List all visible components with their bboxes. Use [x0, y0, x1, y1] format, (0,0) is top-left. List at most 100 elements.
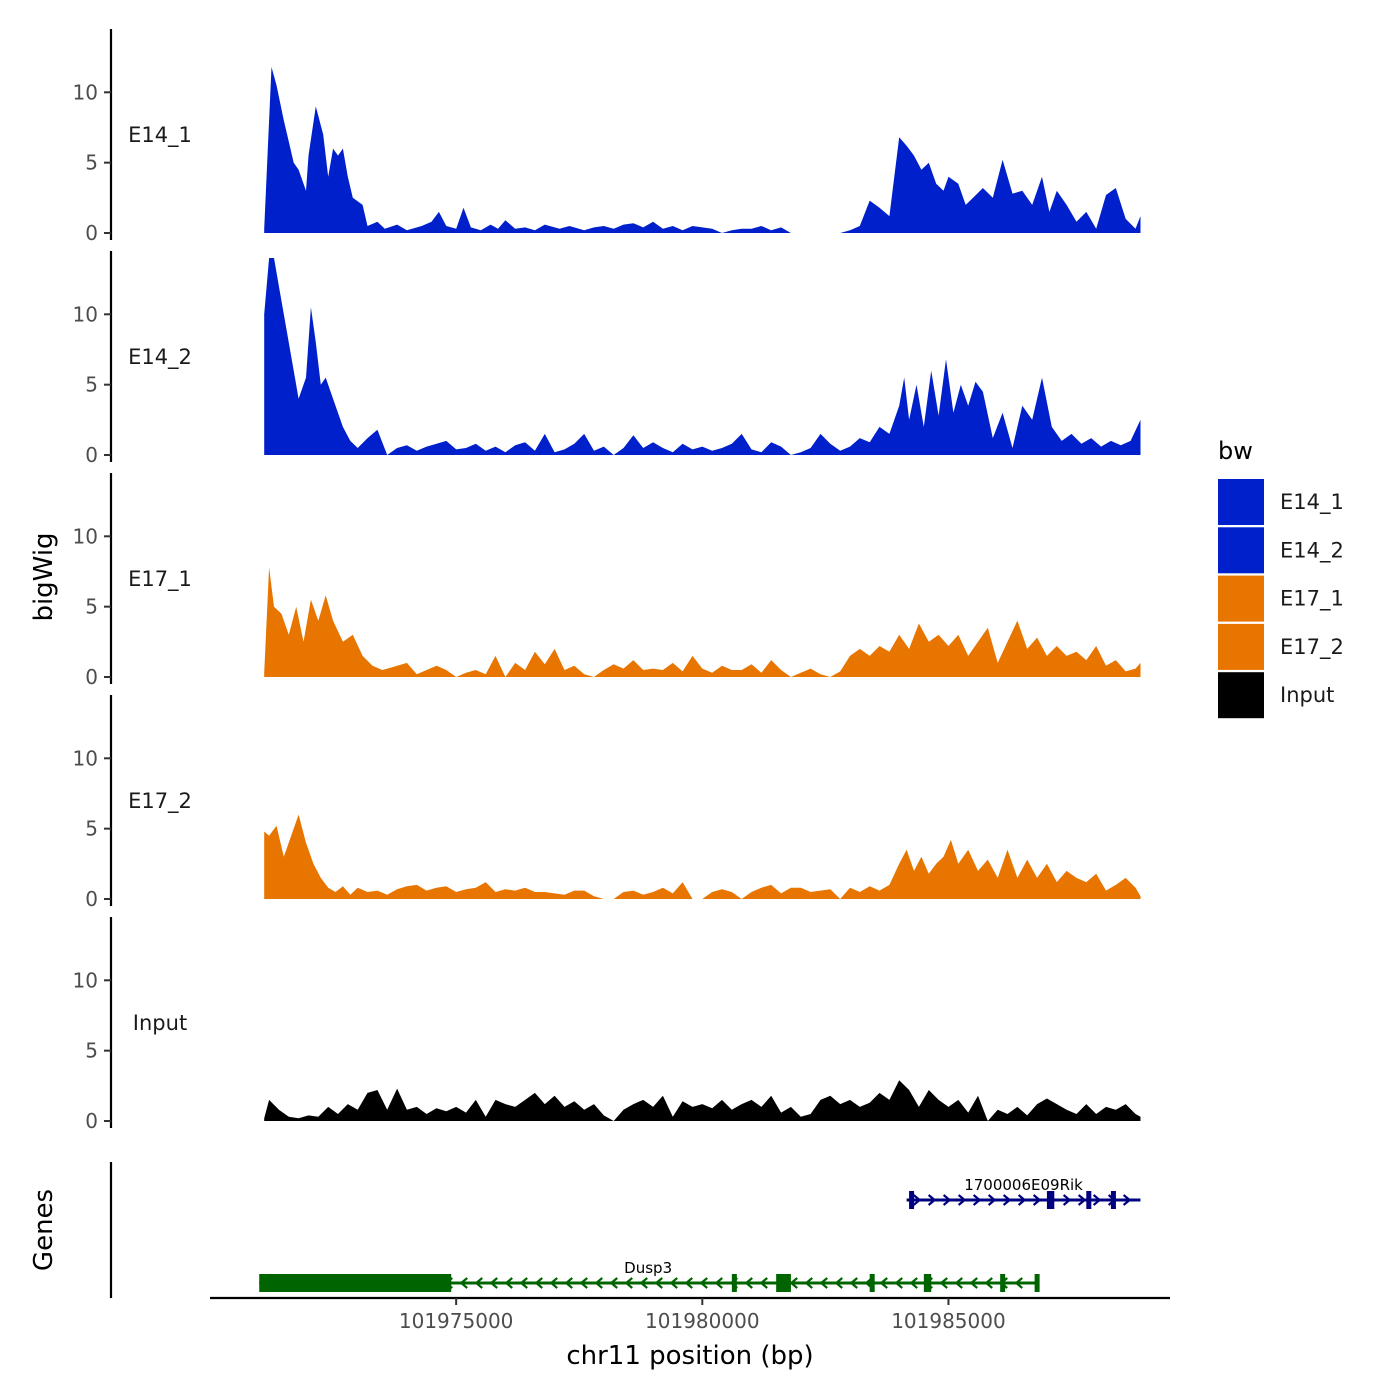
gene-exon [1110, 1191, 1116, 1209]
strand-arrow [579, 1277, 588, 1289]
strand-arrow [804, 1277, 813, 1289]
x-tick-label: 101980000 [645, 1309, 760, 1333]
legend-label: E17_2 [1280, 635, 1344, 660]
track-label: E14_2 [128, 345, 192, 370]
gene-exon [923, 1274, 932, 1292]
y-tick-label: 0 [85, 1109, 98, 1133]
y-tick-label: 10 [73, 746, 98, 770]
strand-arrow [1062, 1194, 1072, 1206]
legend-title: bw [1218, 437, 1253, 465]
genes-axis-title: Genes [29, 1189, 59, 1271]
strand-arrow [1002, 1194, 1012, 1206]
strand-arrow [504, 1277, 513, 1289]
y-tick-label: 0 [85, 665, 98, 689]
track-label: E17_1 [128, 567, 192, 592]
y-tick-label: 10 [73, 524, 98, 548]
strand-arrow [624, 1277, 633, 1289]
strand-arrow [1092, 1194, 1102, 1206]
strand-arrow [594, 1277, 603, 1289]
gene-exon [869, 1274, 875, 1292]
strand-arrow [942, 1194, 952, 1206]
y-axis-title: bigWig [29, 532, 59, 621]
strand-arrow [849, 1277, 858, 1289]
strand-arrow [744, 1277, 753, 1289]
gene-exon [1000, 1274, 1006, 1292]
strand-arrow [954, 1277, 963, 1289]
y-tick-label: 5 [85, 595, 98, 619]
gene-dusp3: Dusp3 [259, 1259, 1040, 1292]
strand-arrow [1014, 1277, 1023, 1289]
strand-arrow [1077, 1194, 1087, 1206]
gene-track: 1700006E09Rik Dusp3 [109, 1162, 1141, 1298]
strand-arrow [459, 1277, 468, 1289]
strand-arrow [927, 1194, 937, 1206]
strand-arrow [609, 1277, 618, 1289]
legend: bw E14_1 E14_2 E17_1 E17_2 Input [1218, 437, 1344, 719]
strand-arrow [669, 1277, 678, 1289]
strand-arrow [474, 1277, 483, 1289]
legend-swatch [1218, 672, 1264, 719]
track-label: E17_2 [128, 789, 192, 814]
y-tick-label: 10 [73, 80, 98, 104]
track-panel-e17-2: 0 5 10 E17_2 [73, 695, 1141, 911]
coverage-area [264, 258, 1141, 455]
y-tick-label: 0 [85, 443, 98, 467]
coverage-area [264, 814, 1141, 899]
gene-label: 1700006E09Rik [964, 1176, 1083, 1194]
x-tick-label: 101985000 [891, 1309, 1006, 1333]
y-tick-label: 0 [85, 887, 98, 911]
x-tick-label: 101975000 [399, 1309, 514, 1333]
strand-arrow [969, 1277, 978, 1289]
x-axis: 101975000 101980000 101985000 [210, 1296, 1170, 1333]
strand-arrow [939, 1277, 948, 1289]
legend-swatch [1218, 479, 1264, 525]
y-tick-label: 10 [73, 302, 98, 326]
strand-arrow [987, 1194, 997, 1206]
track-label: E14_1 [128, 123, 192, 148]
coverage-area [264, 1080, 1141, 1121]
strand-arrow [564, 1277, 573, 1289]
y-tick-label: 5 [85, 373, 98, 397]
legend-swatch [1218, 623, 1264, 670]
gene-label: Dusp3 [624, 1259, 672, 1277]
strand-arrow [819, 1277, 828, 1289]
strand-arrow [909, 1277, 918, 1289]
track-panel-e14-1: 0 5 10 E14_1 [73, 29, 1141, 245]
gene-1700006e09rik: 1700006E09Rik [906, 1176, 1141, 1209]
legend-label: E17_1 [1280, 587, 1344, 612]
gene-exon [1034, 1274, 1040, 1292]
track-label: Input [133, 1011, 187, 1035]
gene-exon [909, 1191, 915, 1209]
strand-arrow [519, 1277, 528, 1289]
strand-arrow [834, 1277, 843, 1289]
legend-swatch [1218, 527, 1264, 574]
strand-arrow [789, 1277, 798, 1289]
track-panel-input: 0 5 10 Input [73, 917, 1141, 1133]
y-tick-label: 5 [85, 817, 98, 841]
legend-swatch [1218, 575, 1264, 622]
gene-exon [731, 1274, 737, 1292]
coverage-area [264, 67, 1141, 233]
strand-arrow [759, 1277, 768, 1289]
strand-arrow [654, 1277, 663, 1289]
strand-arrow [1122, 1194, 1132, 1206]
coverage-area [264, 567, 1141, 677]
gene-exon [259, 1274, 452, 1292]
strand-arrow [984, 1277, 993, 1289]
strand-arrow [489, 1277, 498, 1289]
track-panel-e17-1: 0 5 10 E17_1 [73, 473, 1141, 689]
gene-exon [1046, 1191, 1055, 1209]
legend-label: E14_2 [1280, 538, 1344, 563]
y-tick-label: 10 [73, 968, 98, 992]
strand-arrow [1017, 1194, 1027, 1206]
y-tick-label: 5 [85, 151, 98, 175]
y-tick-label: 5 [85, 1039, 98, 1063]
strand-arrow [639, 1277, 648, 1289]
strand-arrow [912, 1194, 922, 1206]
strand-arrow [894, 1277, 903, 1289]
gene-exon [776, 1274, 791, 1292]
legend-label: Input [1280, 683, 1334, 707]
track-panel-e14-2: 0 5 10 E14_2 [73, 251, 1141, 467]
strand-arrow [549, 1277, 558, 1289]
